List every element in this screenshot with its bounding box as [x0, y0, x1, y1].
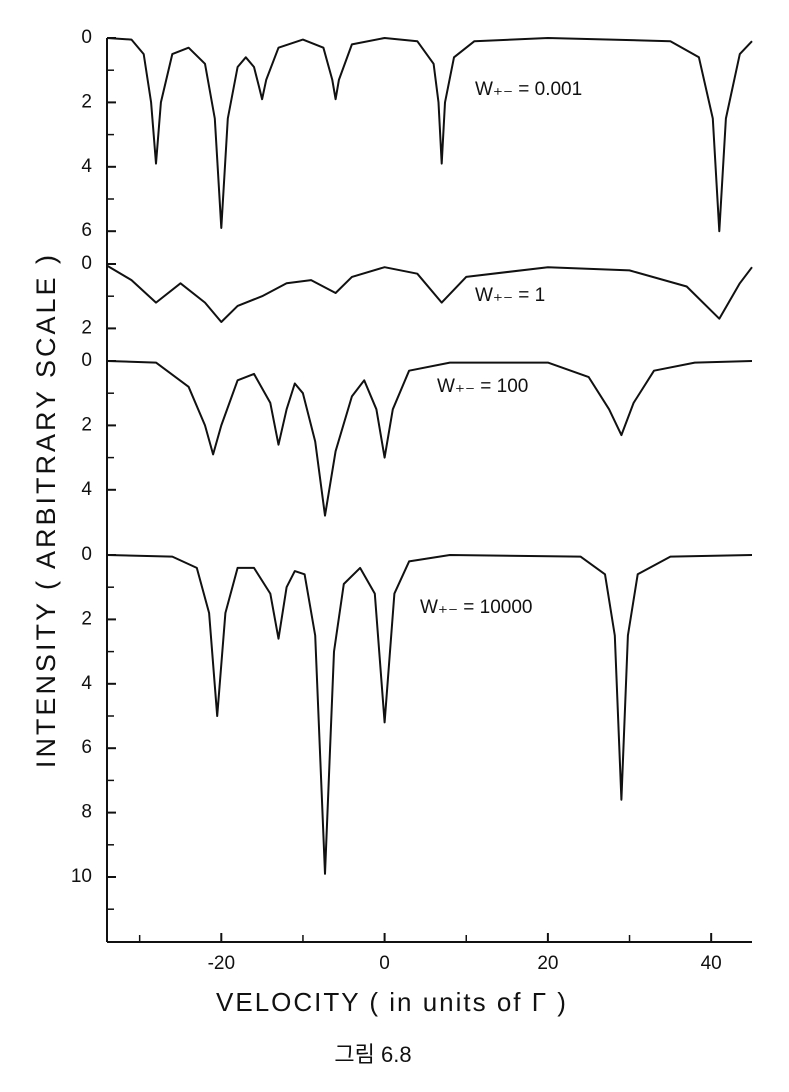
- x-tick-label: -20: [208, 953, 235, 974]
- annotation: W₊₋ = 0.001: [475, 79, 582, 100]
- x-tick-label: 0: [379, 953, 390, 974]
- x-axis-label: VELOCITY ( in units of Γ ): [216, 987, 568, 1017]
- y-tick-label: 2: [81, 414, 92, 435]
- spectrum-line: [106, 360, 753, 517]
- y-tick-label: 0: [81, 27, 92, 48]
- y-tick-label: 6: [81, 220, 92, 241]
- spectrum-line: [106, 37, 753, 233]
- y-tick-label: 10: [71, 866, 92, 887]
- x-tick-label: 20: [537, 953, 558, 974]
- spectrum-line: [106, 554, 753, 875]
- y-tick-label: 2: [81, 317, 92, 338]
- y-tick-label: 4: [81, 479, 92, 500]
- y-tick-label: 0: [81, 253, 92, 274]
- y-tick-label: 0: [81, 350, 92, 371]
- y-tick-label: 2: [81, 608, 92, 629]
- y-tick-label: 6: [81, 737, 92, 758]
- spectrum-line: [106, 264, 753, 323]
- y-axis-label: INTENSITY ( ARBITRARY SCALE ): [31, 252, 61, 768]
- y-tick-label: 8: [81, 802, 92, 823]
- x-tick-label: 40: [701, 953, 722, 974]
- y-tick-label: 0: [81, 544, 92, 565]
- y-tick-label: 4: [81, 156, 92, 177]
- annotation: W₊₋ = 10000: [420, 597, 532, 618]
- y-tick-label: 2: [81, 91, 92, 112]
- caption: 그림 6.8: [334, 1042, 411, 1067]
- annotation: W₊₋ = 1: [475, 285, 545, 306]
- annotation: W₊₋ = 100: [437, 376, 528, 397]
- y-tick-label: 4: [81, 673, 92, 694]
